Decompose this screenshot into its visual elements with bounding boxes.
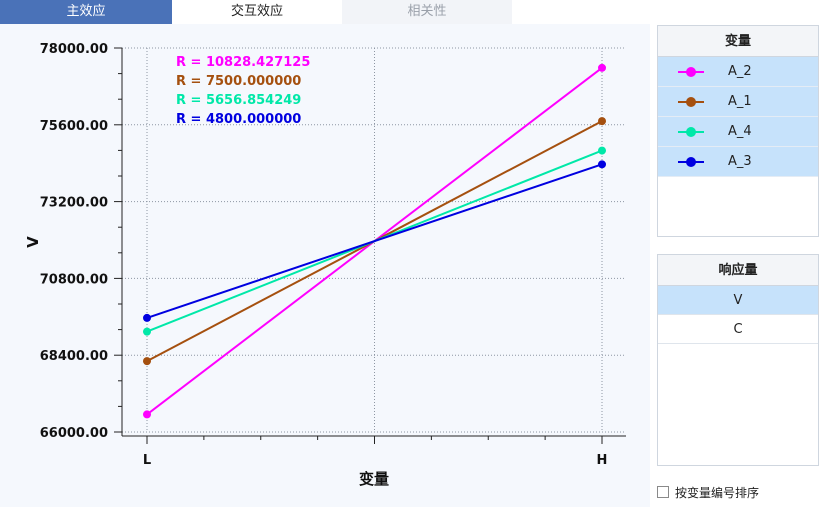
responses-panel-header: 响应量 xyxy=(658,255,818,286)
y-tick-label: 78000.00 xyxy=(40,42,108,57)
data-point-a-1 xyxy=(143,357,151,366)
y-tick-label: 66000.00 xyxy=(40,426,108,441)
variables-panel-header: 变量 xyxy=(658,26,818,57)
variables-panel: 变量 A_2 A_1 A_4 A_3 xyxy=(657,25,819,237)
y-axis-label: V xyxy=(24,236,42,248)
range-annotation: R = 10828.427125 xyxy=(176,55,310,70)
x-tick-label: L xyxy=(143,453,151,468)
chart-area: 66000.00 68400.00 70800.00 73200.00 75600.00… xyxy=(0,24,650,507)
range-annotation: R = 7500.000000 xyxy=(176,74,301,89)
legend-marker-icon xyxy=(658,147,728,177)
sort-checkbox-label: 按变量编号排序 xyxy=(675,485,760,500)
response-item[interactable]: V xyxy=(658,286,818,315)
data-point-a-4 xyxy=(143,327,151,336)
variable-item-label: A_4 xyxy=(728,124,752,139)
data-point-a-1 xyxy=(598,117,606,126)
tab-interaction-effect[interactable]: 交互效应 xyxy=(172,0,342,24)
data-point-a-3 xyxy=(598,160,606,169)
data-point-a-3 xyxy=(143,313,151,322)
y-tick-label: 73200.00 xyxy=(40,196,108,211)
tab-main-effect[interactable]: 主效应 xyxy=(0,0,172,24)
variable-item-label: A_2 xyxy=(728,64,752,79)
tab-bar: 主效应 交互效应 相关性 xyxy=(0,0,512,24)
variable-item-label: A_1 xyxy=(728,94,752,109)
legend-marker-icon xyxy=(658,57,728,87)
legend-marker-icon xyxy=(658,117,728,147)
series-line-a-3 xyxy=(146,163,603,319)
sort-checkbox[interactable] xyxy=(657,486,669,498)
range-annotation: R = 4800.000000 xyxy=(176,112,301,127)
data-point-a-2 xyxy=(143,410,151,419)
sort-by-number-option[interactable]: 按变量编号排序 xyxy=(657,484,759,500)
x-tick-label: H xyxy=(597,453,608,468)
variable-item[interactable]: A_3 xyxy=(658,147,818,177)
tab-correlation[interactable]: 相关性 xyxy=(342,0,512,24)
y-tick-label: 75600.00 xyxy=(40,119,108,134)
variables-list: A_2 A_1 A_4 A_3 xyxy=(658,57,818,177)
variable-item[interactable]: A_1 xyxy=(658,87,818,117)
variable-item[interactable]: A_4 xyxy=(658,117,818,147)
main-effect-chart: 66000.00 68400.00 70800.00 73200.00 75600.00… xyxy=(24,42,626,488)
variable-item-label: A_3 xyxy=(728,154,752,169)
response-item[interactable]: C xyxy=(658,315,818,344)
legend-marker-icon xyxy=(658,87,728,117)
y-tick-label: 70800.00 xyxy=(40,272,108,287)
y-tick-label: 68400.00 xyxy=(40,349,108,364)
x-axis-label: 变量 xyxy=(359,470,389,488)
variable-item[interactable]: A_2 xyxy=(658,57,818,87)
range-annotation: R = 5656.854249 xyxy=(176,93,301,108)
data-point-a-4 xyxy=(598,146,606,155)
data-point-a-2 xyxy=(598,63,606,72)
